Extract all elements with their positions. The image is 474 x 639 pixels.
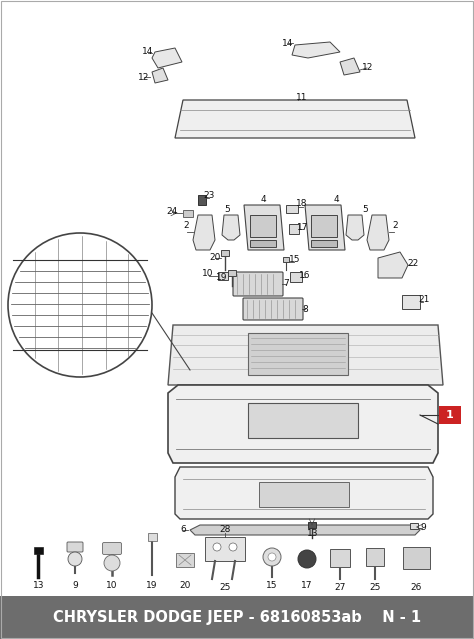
Polygon shape — [168, 385, 438, 463]
Text: 2: 2 — [183, 220, 189, 229]
Polygon shape — [193, 215, 215, 250]
Circle shape — [229, 543, 237, 551]
Text: 27: 27 — [334, 583, 346, 592]
Text: 10: 10 — [106, 580, 118, 590]
Polygon shape — [190, 525, 420, 535]
FancyBboxPatch shape — [102, 543, 121, 555]
Bar — [250, 215, 276, 237]
Text: 14: 14 — [283, 38, 294, 47]
Text: 16: 16 — [299, 270, 311, 279]
Bar — [205, 537, 245, 561]
Bar — [308, 522, 316, 528]
Polygon shape — [378, 252, 408, 278]
Text: 11: 11 — [296, 93, 308, 102]
Text: 4: 4 — [260, 196, 266, 204]
Text: 13: 13 — [307, 528, 319, 537]
Text: CHRYSLER DODGE JEEP - 68160853ab    N - 1: CHRYSLER DODGE JEEP - 68160853ab N - 1 — [53, 610, 421, 625]
Polygon shape — [175, 467, 433, 519]
Text: 26: 26 — [410, 583, 422, 592]
Bar — [311, 240, 337, 247]
Text: 7: 7 — [283, 279, 289, 288]
Text: 4: 4 — [333, 196, 339, 204]
Text: 19: 19 — [146, 580, 158, 590]
Text: 28: 28 — [219, 525, 231, 534]
Text: 9: 9 — [72, 580, 78, 590]
Bar — [198, 195, 206, 205]
Polygon shape — [340, 58, 360, 75]
Text: 9: 9 — [420, 523, 426, 532]
Bar — [259, 482, 349, 507]
Circle shape — [104, 555, 120, 571]
Polygon shape — [292, 42, 340, 58]
Bar — [218, 272, 228, 280]
Polygon shape — [152, 48, 182, 68]
Text: 17: 17 — [297, 222, 309, 231]
Text: 17: 17 — [301, 580, 313, 590]
Text: 1: 1 — [446, 410, 454, 420]
Polygon shape — [168, 325, 443, 385]
Text: 24: 24 — [166, 208, 178, 217]
Text: 25: 25 — [219, 583, 231, 592]
Bar — [183, 210, 193, 217]
Bar — [366, 548, 384, 566]
Text: 12: 12 — [362, 63, 374, 72]
Text: 15: 15 — [266, 580, 278, 590]
Polygon shape — [244, 205, 284, 250]
Bar — [311, 215, 337, 237]
Bar — [410, 523, 418, 529]
Circle shape — [263, 548, 281, 566]
Polygon shape — [367, 215, 389, 250]
Text: 13: 13 — [33, 580, 45, 590]
Text: 15: 15 — [289, 256, 301, 265]
Bar — [176, 553, 194, 567]
Text: 8: 8 — [302, 305, 308, 314]
FancyBboxPatch shape — [67, 542, 83, 552]
Bar — [289, 224, 299, 234]
Bar — [228, 270, 236, 276]
Polygon shape — [175, 100, 415, 138]
Text: 19: 19 — [216, 273, 228, 282]
Text: 5: 5 — [224, 206, 230, 215]
Bar — [248, 333, 348, 375]
FancyBboxPatch shape — [233, 272, 283, 296]
Text: 18: 18 — [296, 199, 308, 208]
Text: 2: 2 — [392, 220, 398, 229]
Bar — [290, 272, 302, 282]
Text: 14: 14 — [142, 47, 154, 56]
Polygon shape — [305, 205, 345, 250]
Bar — [248, 403, 358, 438]
Bar — [330, 549, 350, 567]
FancyBboxPatch shape — [243, 298, 303, 320]
Bar — [403, 547, 430, 569]
Bar — [0, 596, 474, 639]
Bar — [286, 205, 298, 213]
Bar — [283, 257, 289, 262]
Text: 12: 12 — [138, 72, 150, 82]
Bar — [34, 547, 43, 554]
Circle shape — [213, 543, 221, 551]
Polygon shape — [222, 215, 240, 240]
Circle shape — [68, 552, 82, 566]
Text: 25: 25 — [369, 583, 381, 592]
Circle shape — [298, 550, 316, 568]
Bar — [439, 406, 461, 424]
Text: 22: 22 — [407, 259, 419, 268]
Text: 20: 20 — [179, 580, 191, 590]
Polygon shape — [152, 68, 168, 83]
Bar — [221, 250, 229, 256]
Text: 5: 5 — [362, 206, 368, 215]
Circle shape — [8, 233, 152, 377]
Bar — [402, 295, 420, 309]
Text: 20: 20 — [210, 254, 221, 263]
Bar — [148, 533, 157, 541]
Polygon shape — [346, 215, 364, 240]
Bar — [250, 240, 276, 247]
Text: 23: 23 — [203, 192, 215, 201]
Text: 21: 21 — [419, 295, 430, 305]
Text: 6: 6 — [180, 525, 186, 534]
Text: 10: 10 — [202, 270, 214, 279]
Circle shape — [268, 553, 276, 561]
